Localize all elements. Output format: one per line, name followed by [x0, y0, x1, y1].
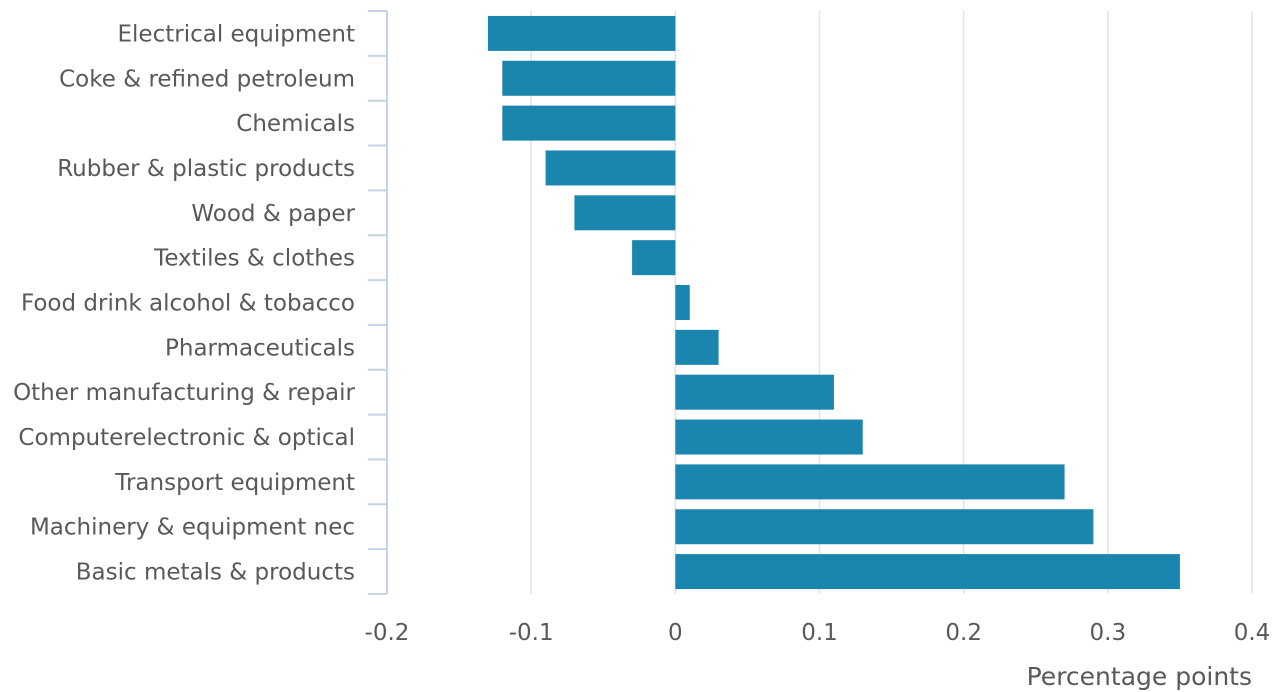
bar [675, 509, 1094, 545]
bar [675, 554, 1180, 590]
category-label: Food drink alcohol & tobacco [21, 291, 355, 317]
category-label: Machinery & equipment nec [30, 515, 355, 541]
x-tick-label: 0.4 [1234, 620, 1271, 646]
bar [675, 374, 834, 410]
category-label: Textiles & clothes [153, 246, 355, 272]
category-labels: Electrical equipment Coke & refined petro… [13, 21, 355, 585]
gridlines [530, 11, 1253, 594]
bar [675, 419, 863, 455]
category-label: Chemicals [236, 111, 355, 137]
x-tick-label: 0.1 [801, 620, 838, 646]
x-tick-label: -0.1 [509, 620, 554, 646]
x-tick-labels: -0.2 -0.1 0 0.1 0.2 0.3 0.4 [365, 620, 1271, 646]
category-label: Other manufacturing & repair [13, 380, 355, 406]
category-label: Wood & paper [191, 201, 355, 227]
bar [502, 105, 676, 141]
x-tick-label: 0.3 [1090, 620, 1127, 646]
category-label: Computerelectronic & optical [18, 425, 355, 451]
category-label: Transport equipment [114, 470, 355, 496]
bars [487, 15, 1180, 590]
bar [675, 464, 1065, 500]
category-axis [368, 10, 388, 595]
category-label: Rubber & plastic products [57, 156, 355, 182]
bar [545, 150, 676, 186]
bar [502, 60, 676, 96]
bar [574, 195, 676, 231]
category-label: Pharmaceuticals [165, 335, 355, 361]
bar [487, 15, 676, 51]
bar [675, 329, 719, 365]
x-tick-label: 0 [668, 620, 683, 646]
bar [675, 285, 690, 320]
category-label: Electrical equipment [118, 21, 356, 47]
x-tick-label: -0.2 [365, 620, 410, 646]
category-label: Coke & refined petroleum [59, 66, 355, 92]
category-label: Basic metals & products [76, 560, 355, 586]
bar [632, 240, 676, 276]
x-tick-label: 0.2 [945, 620, 982, 646]
x-axis-title: Percentage points [1027, 662, 1252, 691]
